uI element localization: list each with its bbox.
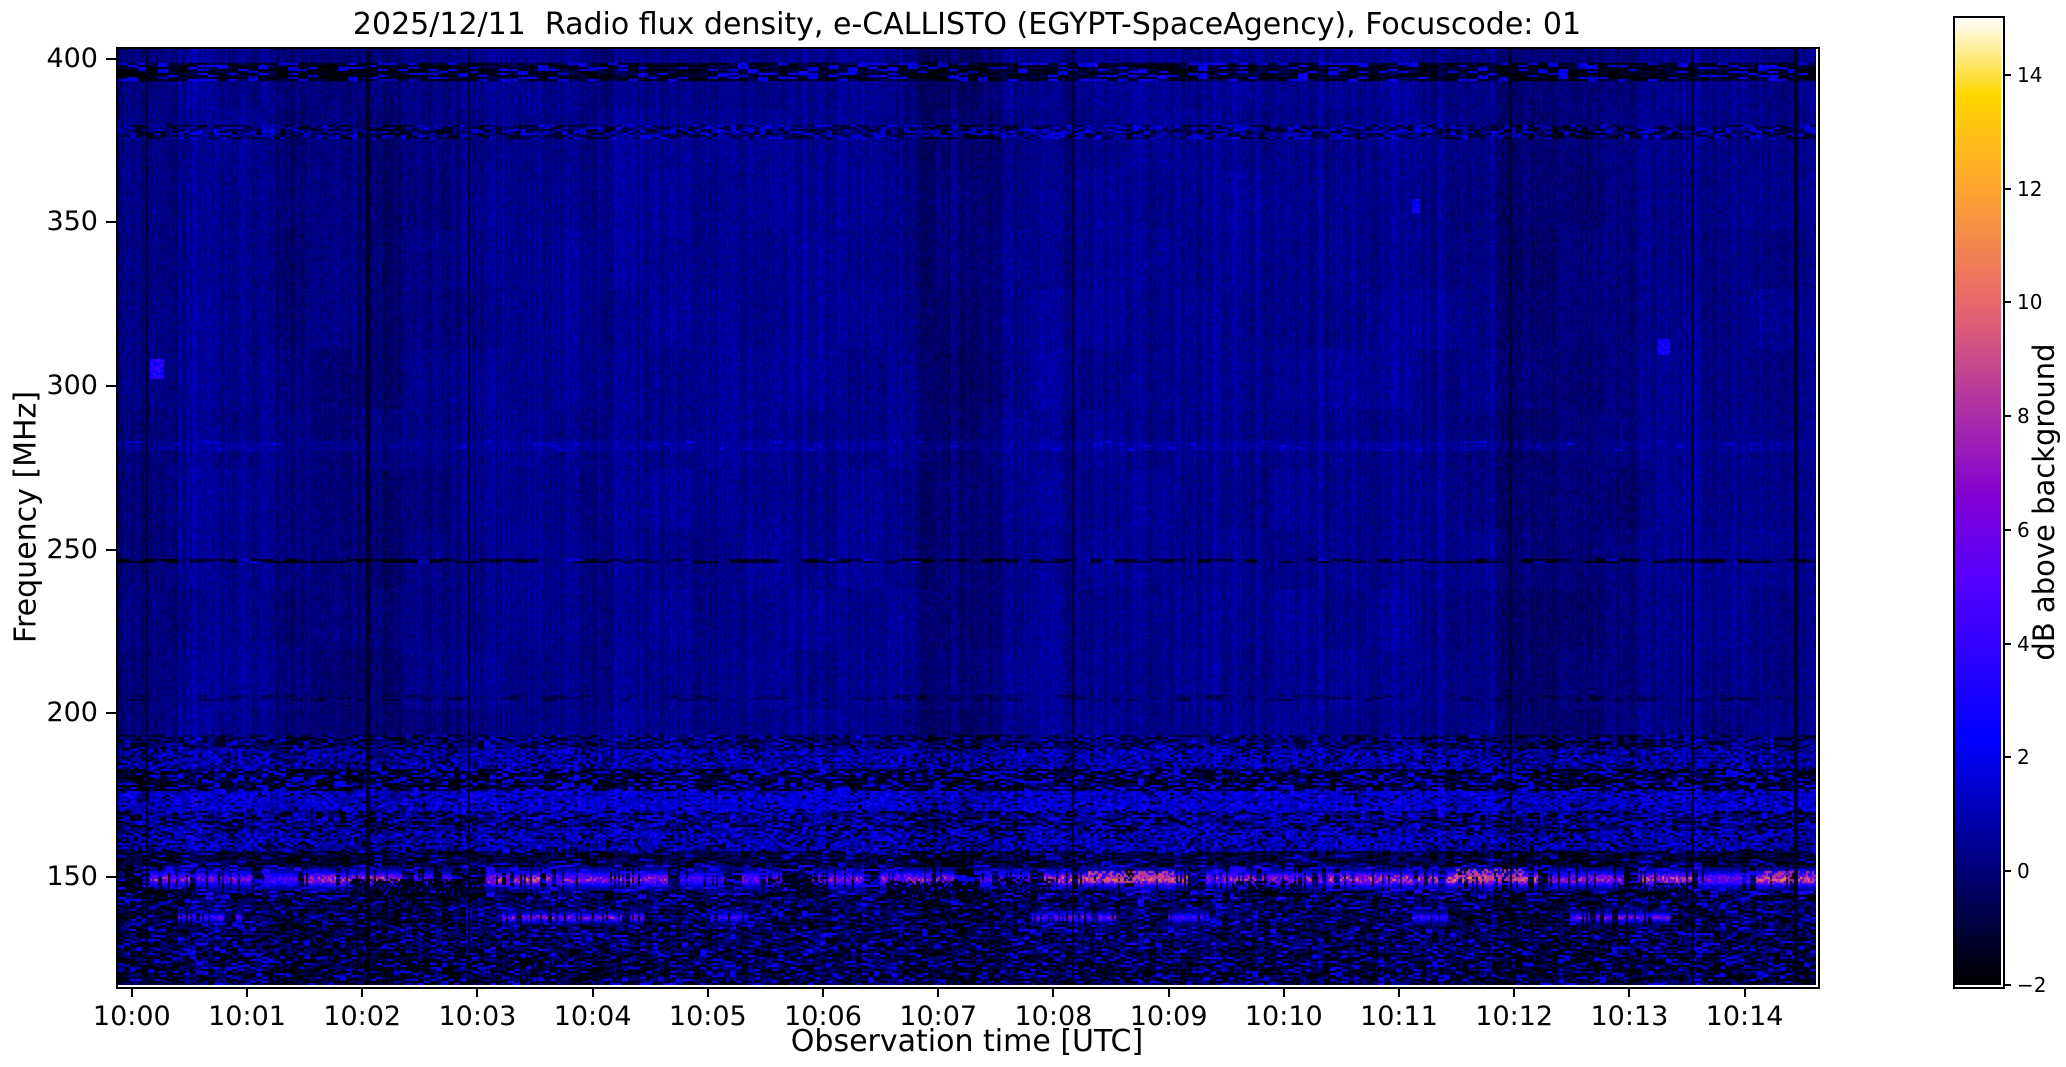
x-tick-label: 10:09 [1129,1001,1208,1032]
colorbar-gradient [1955,18,2001,985]
colorbar-label: dB above background [2027,342,2061,661]
x-tick-label: 10:12 [1475,1001,1554,1032]
y-tick-mark [106,221,116,224]
x-tick-label: 10:05 [668,1001,747,1032]
x-tick-mark [822,987,824,997]
x-tick-mark [130,987,133,997]
x-tick-mark [1282,987,1285,997]
colorbar-tick-mark [2003,984,2011,986]
y-tick-mark [106,57,116,60]
y-tick-mark [106,712,116,715]
colorbar-tick-label: 8 [2017,404,2030,429]
x-tick-label: 10:11 [1360,1001,1438,1032]
x-tick-mark [1513,987,1516,997]
colorbar-tick-mark [2003,870,2011,873]
spectrogram-heatmap [118,49,1816,985]
x-tick-mark [1052,987,1055,997]
colorbar-tick-label: −2 [2017,973,2047,997]
x-tick-mark [1397,987,1400,997]
x-tick-mark [1628,987,1631,997]
y-tick-mark [106,876,116,878]
x-tick-label: 10:13 [1590,1001,1669,1032]
colorbar-tick-mark [2003,187,2011,190]
x-tick-label: 10:06 [784,1001,862,1032]
colorbar-tick-label: 14 [2017,62,2043,87]
x-tick-label: 10:07 [899,1001,978,1032]
x-tick-mark [1167,987,1170,997]
plot-border [116,47,1820,989]
x-tick-label: 10:02 [323,1001,402,1032]
colorbar-tick-label: 2 [2017,745,2030,770]
colorbar-tick-label: 0 [2017,859,2030,884]
y-tick-label: 150 [46,861,98,892]
y-tick-label: 200 [46,697,98,729]
x-tick-label: 10:04 [553,1001,632,1032]
x-tick-mark [246,987,249,997]
x-tick-mark [1743,987,1746,997]
colorbar-tick-label: 4 [2017,631,2030,656]
colorbar-tick-label: 10 [2017,290,2043,315]
y-tick-label: 300 [46,370,98,402]
x-tick-label: 10:00 [92,1001,171,1032]
y-tick-label: 350 [46,206,98,238]
x-tick-mark [591,987,594,997]
x-tick-label: 10:03 [438,1001,517,1032]
y-tick-label: 250 [46,533,98,565]
y-tick-mark [106,385,116,388]
y-axis-label: Frequency [MHz] [8,390,44,644]
x-axis-label: Observation time [UTC] [790,1024,1144,1059]
colorbar-tick-mark [2003,756,2011,759]
x-tick-mark [706,987,709,997]
x-tick-mark [361,987,364,997]
x-tick-mark [937,987,940,997]
x-tick-label: 10:08 [1014,1001,1093,1032]
colorbar-tick-mark [2003,415,2011,418]
colorbar-tick-mark [2003,301,2011,304]
x-tick-label: 10:01 [208,1001,286,1032]
colorbar-tick-mark [2003,528,2011,531]
chart-title: 2025/12/11 Radio flux density, e-CALLIST… [352,7,1582,42]
y-tick-label: 400 [46,42,98,74]
colorbar-tick-mark [2003,73,2011,76]
colorbar-tick-label: 6 [2017,517,2030,542]
x-tick-mark [476,987,479,997]
colorbar-tick-label: 12 [2017,176,2043,201]
colorbar-tick-mark [2003,642,2011,645]
x-tick-label: 10:14 [1705,1001,1784,1032]
y-tick-mark [106,548,116,551]
x-tick-label: 10:10 [1244,1001,1323,1032]
colorbar-border [1953,16,2005,989]
